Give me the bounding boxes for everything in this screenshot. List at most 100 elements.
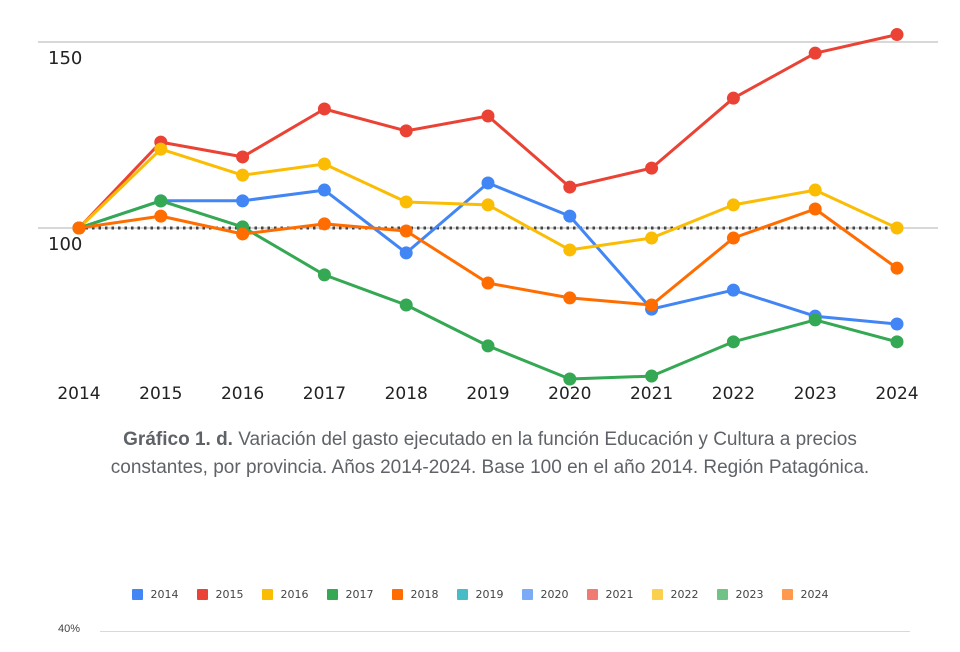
data-point-2017-2021[interactable]	[645, 369, 659, 383]
legend-label: 2022	[670, 588, 699, 601]
legend-label: 2018	[410, 588, 439, 601]
y-axis-labels: 100 150	[48, 48, 82, 255]
data-point-2017-2015[interactable]	[154, 194, 168, 208]
legend-item-2019[interactable]: 2019	[456, 588, 504, 601]
second-chart-partial: 40%	[0, 620, 960, 652]
legend-item-2023[interactable]: 2023	[716, 588, 764, 601]
x-tick-label: 2018	[385, 384, 428, 404]
legend-item-2016[interactable]: 2016	[261, 588, 309, 601]
gridline	[100, 631, 910, 632]
chart-caption: Gráfico 1. d. Variación del gasto ejecut…	[90, 426, 890, 482]
legend-label: 2017	[345, 588, 374, 601]
data-point-2018-2023[interactable]	[808, 202, 822, 216]
legend-label: 2020	[540, 588, 569, 601]
legend-swatch	[781, 589, 793, 600]
legend-swatch	[716, 589, 728, 600]
data-point-2016-2023[interactable]	[808, 183, 822, 197]
data-point-2018-2015[interactable]	[154, 209, 168, 223]
data-point-2014-2020[interactable]	[563, 209, 577, 223]
legend-item-2021[interactable]: 2021	[586, 588, 634, 601]
data-point-2018-2016[interactable]	[236, 227, 250, 241]
data-point-2014-2016[interactable]	[236, 194, 250, 208]
legend-item-2014[interactable]: 2014	[131, 588, 179, 601]
data-point-2015-2021[interactable]	[645, 161, 659, 175]
data-point-2017-2017[interactable]	[317, 268, 331, 282]
data-point-2015-2016[interactable]	[236, 150, 250, 164]
data-point-2015-2020[interactable]	[563, 180, 577, 194]
data-point-2018-2020[interactable]	[563, 291, 577, 305]
legend-label: 2024	[800, 588, 829, 601]
data-point-2017-2020[interactable]	[563, 372, 577, 386]
data-point-2016-2016[interactable]	[236, 168, 250, 182]
x-tick-label: 2017	[303, 384, 346, 404]
x-tick-label: 2019	[466, 384, 509, 404]
x-tick-label: 2014	[57, 384, 100, 404]
caption-text: Variación del gasto ejecutado en la func…	[110, 429, 870, 478]
series-points	[72, 28, 904, 386]
data-point-2016-2015[interactable]	[154, 142, 168, 156]
legend-swatch	[326, 589, 338, 600]
x-tick-label: 2016	[221, 384, 264, 404]
legend-label: 2023	[735, 588, 764, 601]
data-point-2015-2017[interactable]	[317, 102, 331, 116]
data-point-2017-2018[interactable]	[399, 298, 413, 312]
data-point-2017-2019[interactable]	[481, 339, 495, 353]
legend-swatch	[651, 589, 663, 600]
data-point-2017-2022[interactable]	[726, 335, 740, 349]
data-point-2018-2019[interactable]	[481, 276, 495, 290]
data-point-2017-2023[interactable]	[808, 313, 822, 327]
series-line-2018	[78, 207, 898, 307]
data-point-2016-2020[interactable]	[563, 243, 577, 257]
legend-swatch	[391, 589, 403, 600]
x-tick-label: 2021	[630, 384, 673, 404]
legend-swatch	[196, 589, 208, 600]
data-point-2018-2021[interactable]	[645, 298, 659, 312]
legend-item-2022[interactable]: 2022	[651, 588, 699, 601]
legend-label: 2021	[605, 588, 634, 601]
legend-item-2017[interactable]: 2017	[326, 588, 374, 601]
legend-swatch	[586, 589, 598, 600]
data-point-2018-2018[interactable]	[399, 224, 413, 238]
y-tick-label: 100	[48, 234, 82, 255]
data-point-2016-2021[interactable]	[645, 231, 659, 245]
data-point-2015-2024[interactable]	[890, 28, 904, 42]
data-point-2015-2022[interactable]	[726, 91, 740, 105]
data-point-2016-2017[interactable]	[317, 157, 331, 171]
data-point-2015-2018[interactable]	[399, 124, 413, 138]
data-point-2014-2019[interactable]	[481, 176, 495, 190]
legend-swatch	[261, 589, 273, 600]
x-tick-label: 2023	[794, 384, 837, 404]
data-point-2015-2019[interactable]	[481, 109, 495, 123]
data-point-2016-2019[interactable]	[481, 198, 495, 212]
data-point-2016-2022[interactable]	[726, 198, 740, 212]
data-point-2017-2024[interactable]	[890, 335, 904, 349]
data-point-2016-2024[interactable]	[890, 221, 904, 235]
data-point-2014-2022[interactable]	[726, 283, 740, 297]
legend-item-2015[interactable]: 2015	[196, 588, 244, 601]
x-tick-label: 2022	[712, 384, 755, 404]
data-point-2016-2018[interactable]	[399, 195, 413, 209]
data-point-2018-2017[interactable]	[317, 217, 331, 231]
data-point-2018-2014[interactable]	[72, 221, 86, 235]
y-tick-label: 150	[48, 48, 82, 69]
data-point-2014-2024[interactable]	[890, 317, 904, 331]
legend-item-2018[interactable]: 2018	[391, 588, 439, 601]
data-point-2014-2018[interactable]	[399, 246, 413, 260]
x-tick-label: 2015	[139, 384, 182, 404]
legend-label: 2015	[215, 588, 244, 601]
legend-label: 2014	[150, 588, 179, 601]
legend-swatch	[456, 589, 468, 600]
legend-label: 2019	[475, 588, 504, 601]
legend-label: 2016	[280, 588, 309, 601]
data-point-2018-2024[interactable]	[890, 261, 904, 275]
legend-swatch	[521, 589, 533, 600]
data-point-2014-2017[interactable]	[317, 183, 331, 197]
legend-item-2020[interactable]: 2020	[521, 588, 569, 601]
data-point-2018-2022[interactable]	[726, 231, 740, 245]
data-point-2015-2023[interactable]	[808, 46, 822, 60]
x-axis-labels: 2014 2015 2016 2017 2018 2019 2020 2021 2022 2023…	[57, 384, 918, 404]
legend-item-2024[interactable]: 2024	[781, 588, 829, 601]
x-tick-label: 2020	[548, 384, 591, 404]
y-axis-label-40: 40%	[58, 623, 81, 635]
